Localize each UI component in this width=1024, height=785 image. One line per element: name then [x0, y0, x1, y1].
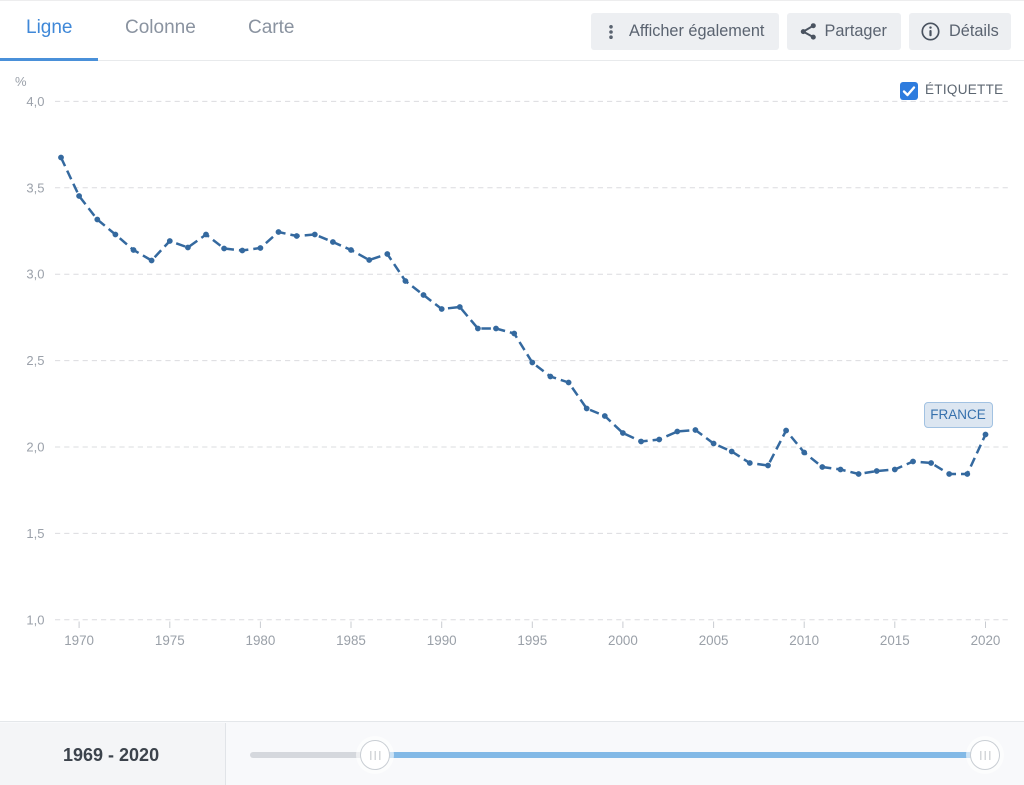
svg-text:1980: 1980	[246, 633, 276, 648]
svg-text:2,0: 2,0	[26, 440, 44, 455]
svg-text:1985: 1985	[336, 633, 366, 648]
svg-text:2015: 2015	[880, 633, 910, 648]
svg-text:%: %	[15, 74, 27, 89]
svg-text:1975: 1975	[155, 633, 185, 648]
svg-text:3,5: 3,5	[26, 180, 44, 195]
svg-text:1970: 1970	[64, 633, 94, 648]
svg-text:2005: 2005	[699, 633, 729, 648]
svg-text:1,5: 1,5	[26, 526, 44, 541]
svg-text:2000: 2000	[608, 633, 638, 648]
svg-text:1995: 1995	[517, 633, 547, 648]
svg-text:1990: 1990	[427, 633, 457, 648]
svg-text:3,0: 3,0	[26, 267, 44, 282]
svg-text:2,5: 2,5	[26, 353, 44, 368]
svg-text:2010: 2010	[789, 633, 819, 648]
svg-text:4,0: 4,0	[26, 94, 44, 109]
svg-text:2020: 2020	[971, 633, 1001, 648]
svg-text:1,0: 1,0	[26, 612, 44, 627]
